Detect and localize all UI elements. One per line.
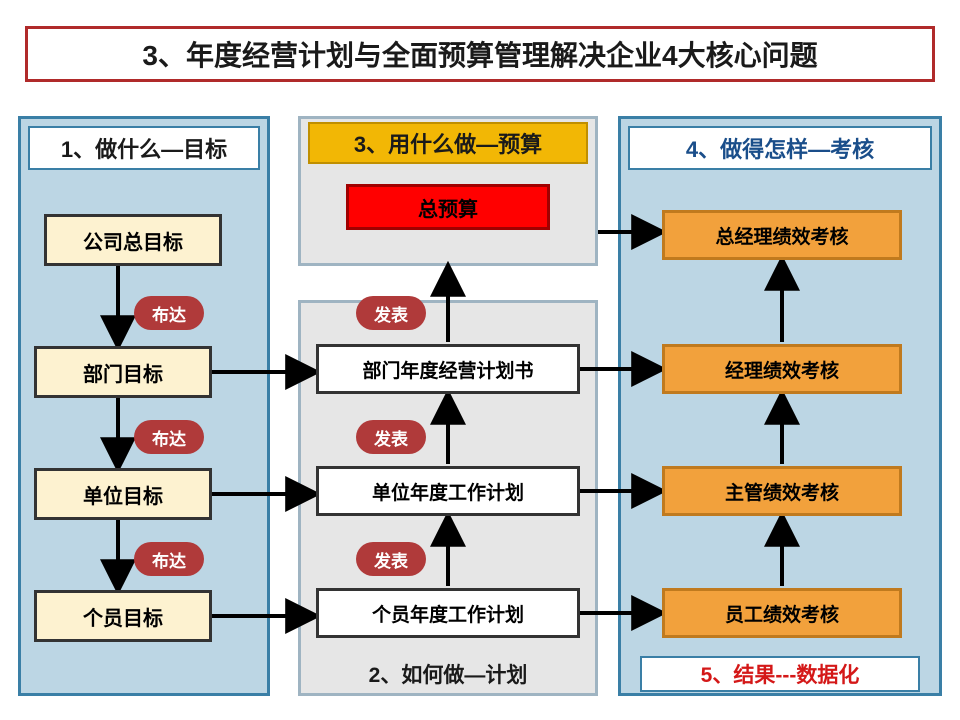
- panel-goals-header-text: 1、做什么—目标: [61, 132, 227, 164]
- pill-fabiao-3: 发表: [356, 542, 426, 576]
- panel-evaluation-header-text: 4、做得怎样—考核: [686, 132, 874, 164]
- node-dept-plan: 部门年度经营计划书: [316, 344, 580, 394]
- panel-goals-header: 1、做什么—目标: [28, 126, 260, 170]
- panel-plans-footer-text: 2、如何做—计划: [369, 659, 528, 689]
- pill-buda-1: 布达: [134, 296, 204, 330]
- node-gm-perf-text: 总经理绩效考核: [715, 222, 848, 249]
- node-total-budget: 总预算: [346, 184, 550, 230]
- pill-buda-3: 布达: [134, 542, 204, 576]
- panel-evaluation-header: 4、做得怎样—考核: [628, 126, 932, 170]
- node-gm-perf: 总经理绩效考核: [662, 210, 902, 260]
- node-unit-plan: 单位年度工作计划: [316, 466, 580, 516]
- node-sup-perf: 主管绩效考核: [662, 466, 902, 516]
- node-company-goal: 公司总目标: [44, 214, 222, 266]
- node-company-goal-text: 公司总目标: [83, 226, 183, 255]
- node-total-budget-text: 总预算: [418, 193, 478, 222]
- pill-fabiao-1: 发表: [356, 296, 426, 330]
- node-sup-perf-text: 主管绩效考核: [725, 478, 839, 505]
- node-emp-perf: 员工绩效考核: [662, 588, 902, 638]
- pill-buda-2: 布达: [134, 420, 204, 454]
- node-indiv-plan-text: 个员年度工作计划: [372, 600, 524, 627]
- node-mgr-perf: 经理绩效考核: [662, 344, 902, 394]
- node-emp-perf-text: 员工绩效考核: [725, 600, 839, 627]
- node-indiv-plan: 个员年度工作计划: [316, 588, 580, 638]
- title-text: 3、年度经营计划与全面预算管理解决企业4大核心问题: [142, 34, 817, 74]
- node-dept-goal: 部门目标: [34, 346, 212, 398]
- panel-budget-header: 3、用什么做—预算: [308, 122, 588, 164]
- node-unit-goal: 单位目标: [34, 468, 212, 520]
- node-unit-goal-text: 单位目标: [83, 480, 163, 509]
- node-dept-goal-text: 部门目标: [83, 358, 163, 387]
- node-indiv-goal: 个员目标: [34, 590, 212, 642]
- panel-evaluation-footer-text: 5、结果---数据化: [701, 659, 860, 689]
- node-indiv-goal-text: 个员目标: [83, 602, 163, 631]
- node-dept-plan-text: 部门年度经营计划书: [362, 356, 533, 383]
- node-mgr-perf-text: 经理绩效考核: [725, 356, 839, 383]
- diagram-stage: 3、年度经营计划与全面预算管理解决企业4大核心问题 1、做什么—目标 3、用什么…: [0, 0, 960, 720]
- panel-budget-header-text: 3、用什么做—预算: [354, 127, 542, 159]
- panel-plans-footer: 2、如何做—计划: [330, 656, 566, 692]
- node-unit-plan-text: 单位年度工作计划: [372, 478, 524, 505]
- page-title: 3、年度经营计划与全面预算管理解决企业4大核心问题: [25, 26, 935, 82]
- panel-evaluation-footer: 5、结果---数据化: [640, 656, 920, 692]
- pill-fabiao-2: 发表: [356, 420, 426, 454]
